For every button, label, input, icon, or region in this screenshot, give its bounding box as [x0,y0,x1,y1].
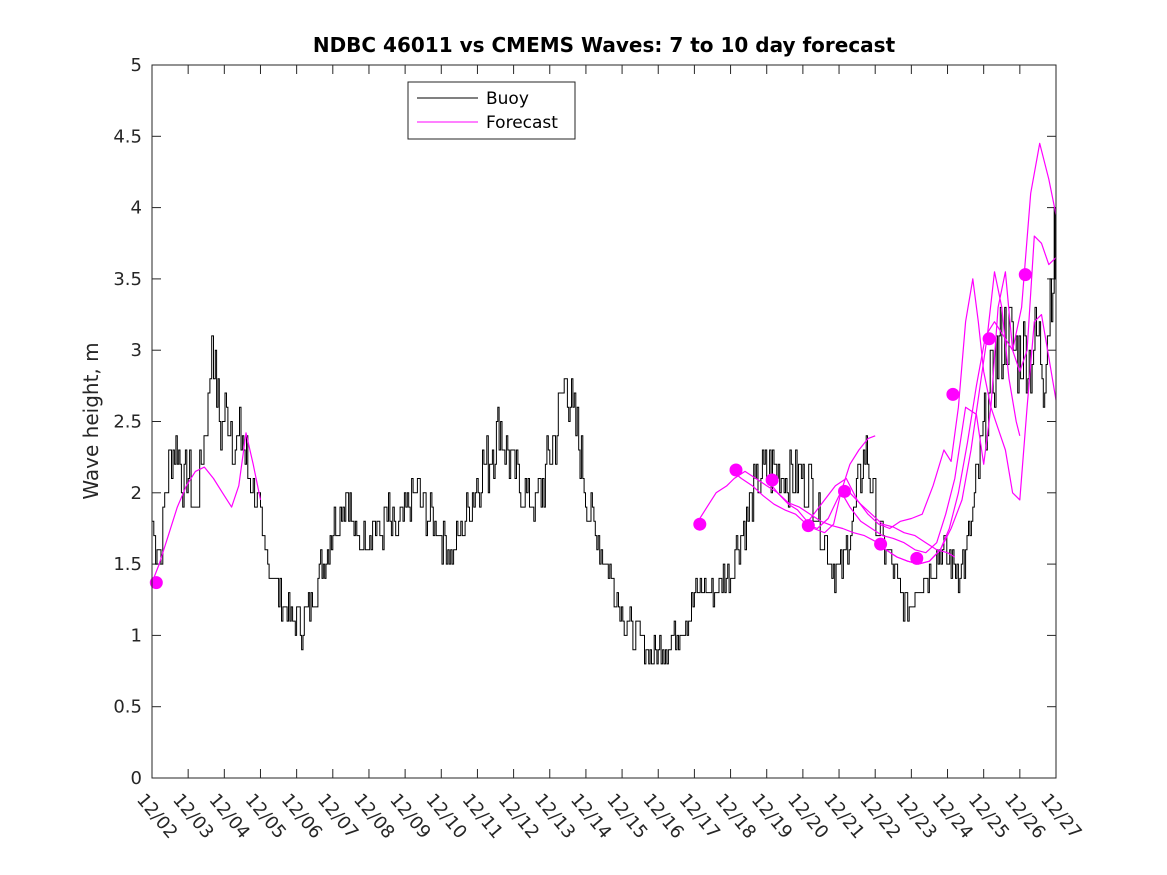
y-tick-label: 3 [131,340,142,361]
y-tick-label: 1.5 [113,554,142,575]
y-tick-label: 0.5 [113,697,142,718]
y-axis: 0 0.5 1 1.5 2 2.5 3 3.5 4 4.5 5 [113,55,1056,789]
forecast-series-line [804,278,1057,530]
forecast-start-marker [693,517,707,531]
forecast-series-line [151,432,262,583]
y-tick-label: 3.5 [113,269,142,290]
legend-forecast-label: Forecast [486,113,558,133]
y-axis-label: Wave height, m [79,342,103,499]
forecast-start-marker [910,551,924,565]
y-tick-label: 0 [131,768,142,789]
legend-box [407,81,576,140]
legend: Buoy Forecast [407,81,576,140]
chart-title: NDBC 46011 vs CMEMS Waves: 7 to 10 day f… [313,33,896,57]
legend-buoy-label: Buoy [486,89,529,109]
forecast-start-marker [149,576,163,590]
buoy-series-line [152,207,1057,665]
forecast-series-line [695,435,876,534]
forecast-start-marker [874,537,888,551]
forecast-start-marker [982,332,996,346]
forecast-start-marker [1018,268,1032,282]
forecast-start-marker [765,473,779,487]
y-tick-label: 4.5 [113,126,142,147]
plot-area [152,65,1056,778]
forecast-start-marker [801,519,815,533]
marker-group [149,268,1032,590]
y-tick-label: 2.5 [113,412,142,433]
forecast-start-marker [729,463,743,477]
forecast-series-line [876,142,1057,565]
forecast-start-marker [838,484,851,498]
y-tick-label: 1 [131,625,142,646]
forecast-series-line [840,235,1057,554]
forecast-start-marker [946,387,960,401]
plot-frame [151,64,1057,779]
y-tick-label: 5 [131,55,142,76]
y-tick-label: 2 [131,483,142,504]
y-tick-label: 4 [131,198,142,219]
